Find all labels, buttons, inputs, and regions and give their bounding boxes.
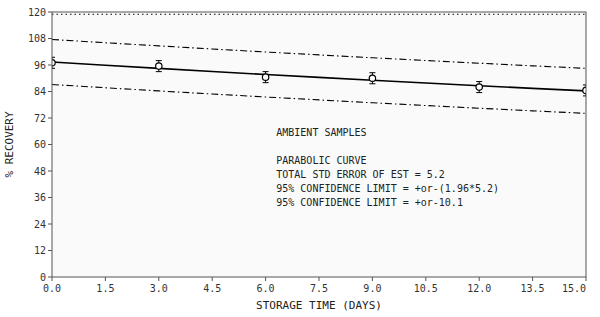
y-tick	[48, 65, 52, 66]
y-tick	[48, 250, 52, 251]
y-tick	[48, 118, 52, 119]
data-point	[369, 75, 375, 81]
y-tick-label: 24	[34, 219, 46, 230]
y-tick-label: 36	[34, 192, 46, 203]
error-bar-cap	[476, 81, 482, 82]
plot-background	[52, 12, 586, 277]
line-solid	[52, 62, 586, 91]
x-axis-label: STORAGE TIME (DAYS)	[256, 299, 382, 312]
x-tick-label: 13.5	[521, 283, 545, 294]
x-tick	[425, 277, 426, 281]
x-tick-label: 0.0	[43, 283, 61, 294]
x-tick	[319, 277, 320, 281]
error-bar-cap	[156, 71, 162, 72]
data-point	[262, 74, 268, 80]
annotation-line: AMBIENT SAMPLES	[276, 127, 366, 138]
annotation: AMBIENT SAMPLES PARABOLIC CURVE TOTAL STD …	[276, 127, 499, 208]
annotation-line: PARABOLIC CURVE	[276, 155, 366, 166]
x-tick	[105, 277, 106, 281]
x-tick	[212, 277, 213, 281]
x-tick	[372, 277, 373, 281]
y-tick-label: 60	[34, 139, 46, 150]
error-bar	[156, 61, 162, 72]
y-tick-label: 96	[34, 60, 46, 71]
y-tick-label: 0	[40, 272, 46, 283]
line-dotted	[52, 14, 586, 15]
x-tick-label: 6.0	[257, 283, 275, 294]
annotation-line: 95% CONFIDENCE LIMIT = +or-10.1	[276, 197, 463, 208]
x-tick	[479, 277, 480, 281]
y-tick	[48, 38, 52, 39]
annotation-line: TOTAL STD ERROR OF EST = 5.2	[276, 169, 445, 180]
x-tick-label: 4.5	[203, 283, 221, 294]
x-tick	[586, 277, 587, 281]
plot-data	[52, 14, 586, 113]
y-tick	[48, 144, 52, 145]
line-dashdot	[52, 85, 586, 114]
y-tick	[48, 171, 52, 172]
y-tick	[48, 277, 52, 278]
y-tick	[48, 12, 52, 13]
y-tick-label: 120	[28, 7, 46, 18]
axes: 0 12 24 36 48 60 72 84 96 108 120 0.0 1.5 3.0 4.5 6.0 7.…	[28, 7, 586, 295]
error-bar-cap	[263, 71, 269, 72]
x-tick	[158, 277, 159, 281]
x-tick-label: 10.5	[414, 283, 438, 294]
error-bar-cap	[369, 83, 375, 84]
error-bar	[369, 73, 375, 84]
data-point	[156, 63, 162, 69]
y-tick	[48, 91, 52, 92]
error-bar-cap	[369, 72, 375, 73]
x-tick	[52, 277, 53, 281]
x-tick-label: 9.0	[363, 283, 381, 294]
data-point	[476, 84, 482, 90]
y-tick-label: 108	[28, 33, 46, 44]
x-tick-label: 3.0	[150, 283, 168, 294]
error-bar-cap	[156, 60, 162, 61]
x-tick-label: 12.0	[467, 283, 491, 294]
y-tick-label: 48	[34, 166, 46, 177]
y-tick-label: 84	[34, 86, 46, 97]
chart: 0 12 24 36 48 60 72 84 96 108 120 0.0 1.5 3.0 4.5 6.0 7.…	[0, 0, 600, 317]
x-tick-label: 7.5	[310, 283, 328, 294]
error-bar-cap	[263, 82, 269, 83]
error-bar-cap	[476, 92, 482, 93]
y-tick	[48, 197, 52, 198]
y-tick	[48, 224, 52, 225]
y-tick-label: 72	[34, 113, 46, 124]
x-tick	[265, 277, 266, 281]
x-tick	[532, 277, 533, 281]
x-tick-label: 1.5	[96, 283, 114, 294]
annotation-line: 95% CONFIDENCE LIMIT = +or-(1.96*5.2)	[276, 183, 499, 194]
error-bar	[476, 82, 482, 93]
plot-frame	[52, 12, 586, 277]
y-axis-label: % RECOVERY	[3, 111, 16, 178]
line-dashdot	[52, 40, 586, 69]
x-tick-label: 15.0	[562, 283, 586, 294]
error-bar	[263, 72, 269, 83]
y-tick-label: 12	[34, 245, 46, 256]
